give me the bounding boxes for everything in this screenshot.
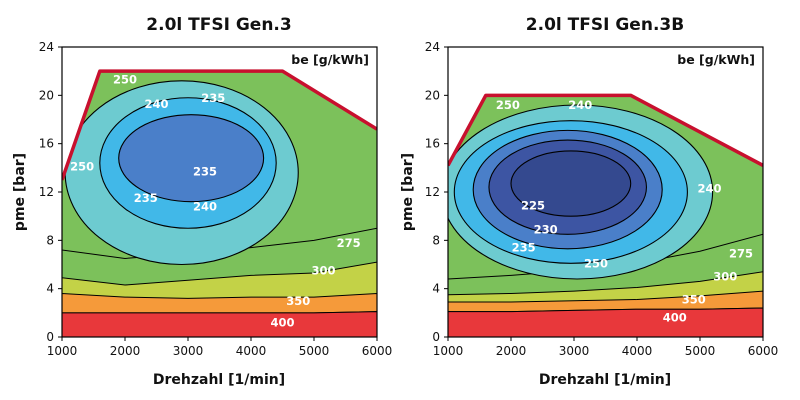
chart-right-band-400-plus: [448, 307, 763, 337]
chart-right-title: 2.0l TFSI Gen.3B: [526, 15, 684, 35]
chart-right-above-full-load: [448, 47, 763, 166]
chart-left-contour-label: 235: [193, 164, 217, 178]
chart-left-xlabel: Drehzahl [1/min]: [153, 372, 285, 388]
chart-left-xtick-label: 3000: [173, 344, 204, 358]
chart-right-contour-label: 240: [568, 98, 592, 112]
chart-right-unit-label: be [g/kWh]: [677, 52, 755, 67]
chart-right-contour-label: 300: [713, 270, 737, 284]
chart-right-contour-label: 350: [682, 293, 706, 307]
chart-left-plot: [62, 47, 377, 337]
chart-right-contour-label: 275: [729, 247, 753, 261]
chart-left-ytick-label: 0: [46, 330, 54, 344]
chart-left-ytick-label: 12: [39, 185, 54, 199]
chart-left-contour-label: 275: [337, 236, 361, 250]
chart-left-ytick-label: 8: [46, 233, 54, 247]
chart-left-xtick-label: 1000: [47, 344, 78, 358]
chart-left-unit-box: be [g/kWh]: [276, 49, 375, 69]
chart-left-xtick-label: 5000: [299, 344, 330, 358]
chart-right-ytick-label: 20: [425, 88, 440, 102]
chart-left-ytick-label: 4: [46, 282, 54, 296]
chart-left-bands: [62, 47, 377, 337]
chart-left-xtick-label: 6000: [362, 344, 393, 358]
chart-left-band-400-plus: [62, 311, 377, 337]
chart-right-xtick-label: 4000: [622, 344, 653, 358]
chart-right-xtick-label: 6000: [748, 344, 779, 358]
chart-right-xlabel: Drehzahl [1/min]: [539, 372, 671, 388]
chart-right-contour-label: 250: [584, 256, 608, 270]
chart-right-ytick-label: 16: [425, 137, 440, 151]
chart-left-ytick-label: 20: [39, 88, 54, 102]
chart-left-xtick-label: 2000: [110, 344, 141, 358]
chart-right-plot: [448, 47, 763, 337]
chart-left-island-235: [118, 114, 265, 203]
chart-left-xtick-label: 4000: [236, 344, 267, 358]
chart-right-ytick-label: 0: [432, 330, 440, 344]
chart-left: 2.0l TFSI Gen.3 1000 2000 3000 4000 5000 6000…: [12, 15, 392, 388]
chart-left-full-load-line: [62, 69, 377, 181]
chart-right-contour-label: 400: [663, 311, 687, 325]
chart-left-ticks: 1000 2000 3000 4000 5000 6000 0 4 8 12 16 20 24: [39, 40, 393, 358]
chart-left-unit-bg: [276, 49, 375, 69]
chart-right-xtick-label: 5000: [685, 344, 716, 358]
chart-right-ticks: 1000 2000 3000 4000 5000 6000 0 4 8 12 16 20 24: [425, 40, 779, 358]
chart-right-full-load-line: [448, 93, 763, 167]
chart-right-ytick-label: 8: [432, 233, 440, 247]
chart-right-ylabel: pme [bar]: [400, 153, 416, 231]
chart-left-ytick-label: 24: [39, 40, 54, 54]
chart-right-xtick-label: 2000: [496, 344, 527, 358]
chart-right-contour-label: 250: [496, 98, 520, 112]
chart-right-unit-box: be [g/kWh]: [662, 49, 761, 69]
chart-left-contour-label: 400: [270, 316, 294, 330]
chart-left-contour-label: 240: [144, 97, 168, 111]
chart-right-contour-label: 235: [512, 241, 536, 255]
chart-left-ylabel: pme [bar]: [12, 153, 28, 231]
chart-left-contour-label: 235: [201, 91, 225, 105]
chart-left-unit-label: be [g/kWh]: [291, 52, 369, 67]
chart-right-unit-bg: [662, 49, 761, 69]
chart-right-contour-label: 225: [521, 198, 545, 212]
chart-left-contour-label: 250: [70, 160, 94, 174]
chart-right-xtick-label: 1000: [433, 344, 464, 358]
chart-right: 2.0l TFSI Gen.3B 1000 2000 3000 4000 5000 600…: [400, 15, 778, 388]
chart-right-ytick-label: 24: [425, 40, 440, 54]
chart-left-contour-label: 350: [286, 294, 310, 308]
chart-left-title: 2.0l TFSI Gen.3: [146, 15, 291, 35]
chart-left-contour-label: 300: [311, 264, 335, 278]
chart-right-contour-label: 230: [534, 222, 558, 236]
chart-right-ytick-label: 4: [432, 282, 440, 296]
chart-right-contour-labels: 250 240 240 225 230 235 250 275 300 350 400: [496, 98, 753, 325]
chart-left-ytick-label: 16: [39, 137, 54, 151]
chart-right-xtick-label: 3000: [559, 344, 590, 358]
chart-left-contour-label: 240: [193, 200, 217, 214]
chart-right-contour-label: 240: [697, 181, 721, 195]
chart-left-contour-label: 235: [134, 191, 158, 205]
chart-left-contour-label: 250: [113, 73, 137, 87]
chart-right-ytick-label: 12: [425, 185, 440, 199]
chart-right-island-225: [510, 150, 632, 217]
